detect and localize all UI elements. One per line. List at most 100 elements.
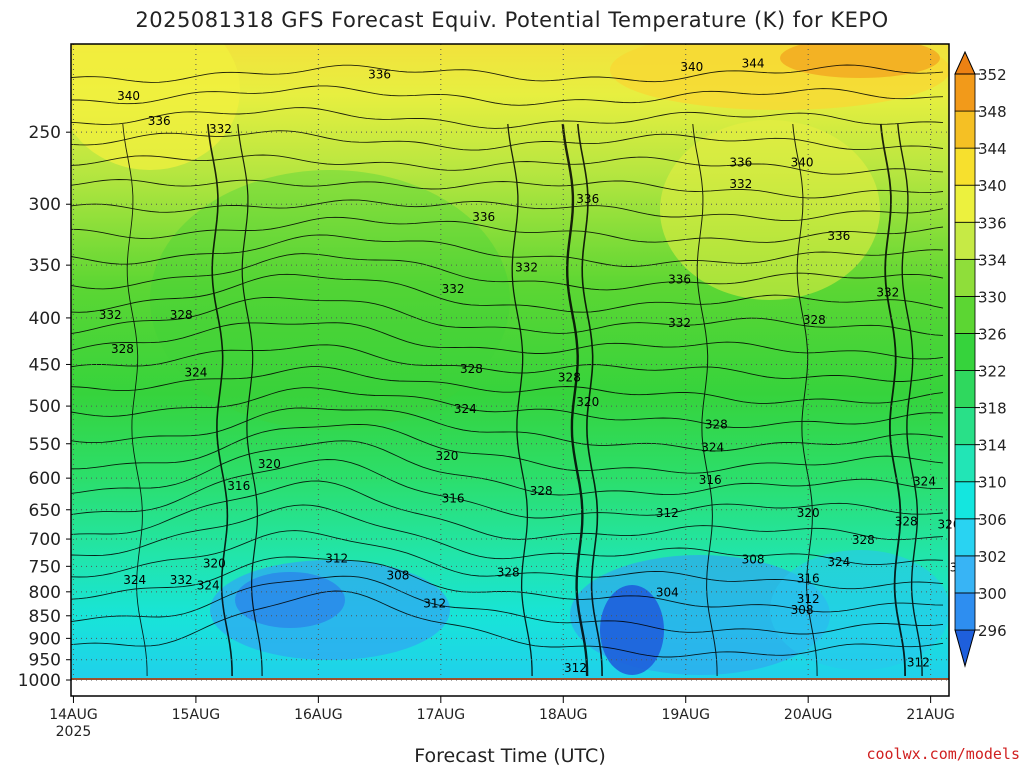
y-tick-label: 850 — [29, 607, 61, 627]
colorbar-segment — [954, 73, 976, 112]
front-contour — [577, 123, 603, 677]
contour-label: 332 — [876, 285, 899, 299]
credit-link[interactable]: coolwx.com/models — [866, 745, 1020, 763]
contour-label: 328 — [111, 342, 134, 356]
contour-label: 312 — [564, 661, 587, 675]
green-dome — [150, 170, 510, 430]
colorbar-segment — [954, 555, 976, 594]
contour-label: 328 — [895, 515, 918, 529]
colorbar-segment — [954, 333, 976, 371]
warm-top-left — [71, 44, 240, 170]
contour-label: 308 — [791, 603, 814, 617]
colorbar-segment — [954, 295, 976, 334]
y-tick-label: 250 — [29, 123, 61, 143]
front-contour — [507, 123, 533, 677]
contour-label: 316 — [797, 571, 820, 585]
contour-labels: 340 336 332 336 340 344 336 340 332 336 336 336 332 3… — [99, 56, 973, 675]
contour-label: 332 — [729, 177, 752, 191]
front-contour — [207, 123, 233, 677]
grid-lines — [71, 44, 949, 681]
contour-label: 328 — [558, 370, 581, 384]
contour-label: 340 — [680, 60, 703, 74]
contour-label: 312 — [423, 597, 446, 611]
colorbar-label: 302 — [978, 548, 1007, 566]
colorbar-label: 322 — [978, 363, 1007, 381]
cold-pool-16aug-core — [235, 572, 345, 628]
y-tick-label: 800 — [29, 583, 61, 603]
chart-title: 2025081318 GFS Forecast Equiv. Potential… — [135, 8, 889, 32]
colorbar-label: 352 — [978, 66, 1007, 84]
y-tick-label: 350 — [29, 256, 61, 276]
colorbar-label: 296 — [978, 622, 1007, 640]
colorbar-segment — [954, 592, 976, 631]
contour-line — [70, 504, 944, 566]
contour-label: 312 — [656, 506, 679, 520]
contour-line — [71, 423, 944, 474]
colorbar-label: 310 — [978, 474, 1007, 492]
warm-top-right-core — [780, 44, 940, 78]
contour-label: 328 — [705, 418, 728, 432]
colorbar-segment — [954, 147, 976, 186]
contour-label: 328 — [497, 566, 520, 580]
x-tick-label: 15AUG — [172, 707, 221, 723]
contour-label: 332 — [170, 573, 193, 587]
contour-label: 312 — [325, 551, 348, 565]
contour-line — [70, 459, 944, 519]
contour-label: 324 — [197, 578, 220, 592]
contour-line — [70, 273, 944, 313]
contour-label: 308 — [742, 552, 765, 566]
colorbar-segment — [954, 370, 976, 408]
contour-label: 320 — [258, 457, 281, 471]
front-contour — [879, 123, 906, 677]
y-axis: 2503003504004505005506006507007508008509… — [18, 123, 71, 691]
y-tick-label: 300 — [29, 195, 61, 215]
colorbar-segment — [954, 444, 976, 483]
contour-label: 336 — [827, 229, 850, 243]
colorbar-label: 336 — [978, 214, 1007, 232]
cold-pool-20aug — [770, 550, 949, 670]
cold-pool-18aug-core — [600, 585, 664, 675]
colorbar-label: 348 — [978, 103, 1007, 121]
colorbar-low-arrow — [954, 629, 976, 668]
front-contour — [237, 123, 263, 677]
front-contour — [122, 123, 148, 677]
plot-area — [71, 44, 949, 680]
colorbar-segment — [954, 481, 976, 520]
front-contour — [897, 123, 923, 677]
contour-line — [70, 480, 944, 541]
colorbar-label: 340 — [978, 177, 1007, 195]
contour-line — [70, 130, 944, 151]
contour-line — [71, 85, 944, 106]
plot-frame — [70, 43, 950, 697]
ground — [71, 678, 949, 680]
contour-label: 344 — [742, 56, 765, 70]
y-tick-label: 600 — [29, 469, 61, 489]
contour-line — [70, 64, 944, 83]
colorbar: 296 300 302 306 310 314 318 322 326 330 334 336 340 3… — [954, 50, 1007, 668]
colorbar-segment — [954, 518, 976, 557]
colorbar-segment — [954, 258, 976, 297]
contour-label: 320 — [576, 395, 599, 409]
y-tick-label: 750 — [29, 557, 61, 577]
contour-label: 336 — [148, 114, 171, 128]
contour-line — [70, 366, 944, 404]
x-axis-label: Forecast Time (UTC) — [414, 745, 606, 767]
contour-label: 324 — [123, 573, 146, 587]
contour-label: 316 — [699, 473, 722, 487]
contour-line — [70, 575, 944, 635]
contour-label: 340 — [791, 156, 814, 170]
colorbar-label: 318 — [978, 400, 1007, 418]
colorbar-high-arrow — [954, 50, 976, 75]
x-tick-label: 18AUG — [539, 707, 588, 723]
contour-line — [70, 107, 944, 129]
contour-label: 320 — [203, 557, 226, 571]
colorbar-label: 306 — [978, 511, 1007, 529]
y-tick-label: 650 — [29, 501, 61, 521]
y-tick-label: 400 — [29, 309, 61, 329]
colorbar-segment — [954, 110, 976, 149]
x-tick-label: 17AUG — [417, 707, 466, 723]
contour-label: 324 — [701, 440, 724, 454]
colorbar-label: 330 — [978, 288, 1007, 306]
colorbar-label: 334 — [978, 251, 1007, 269]
